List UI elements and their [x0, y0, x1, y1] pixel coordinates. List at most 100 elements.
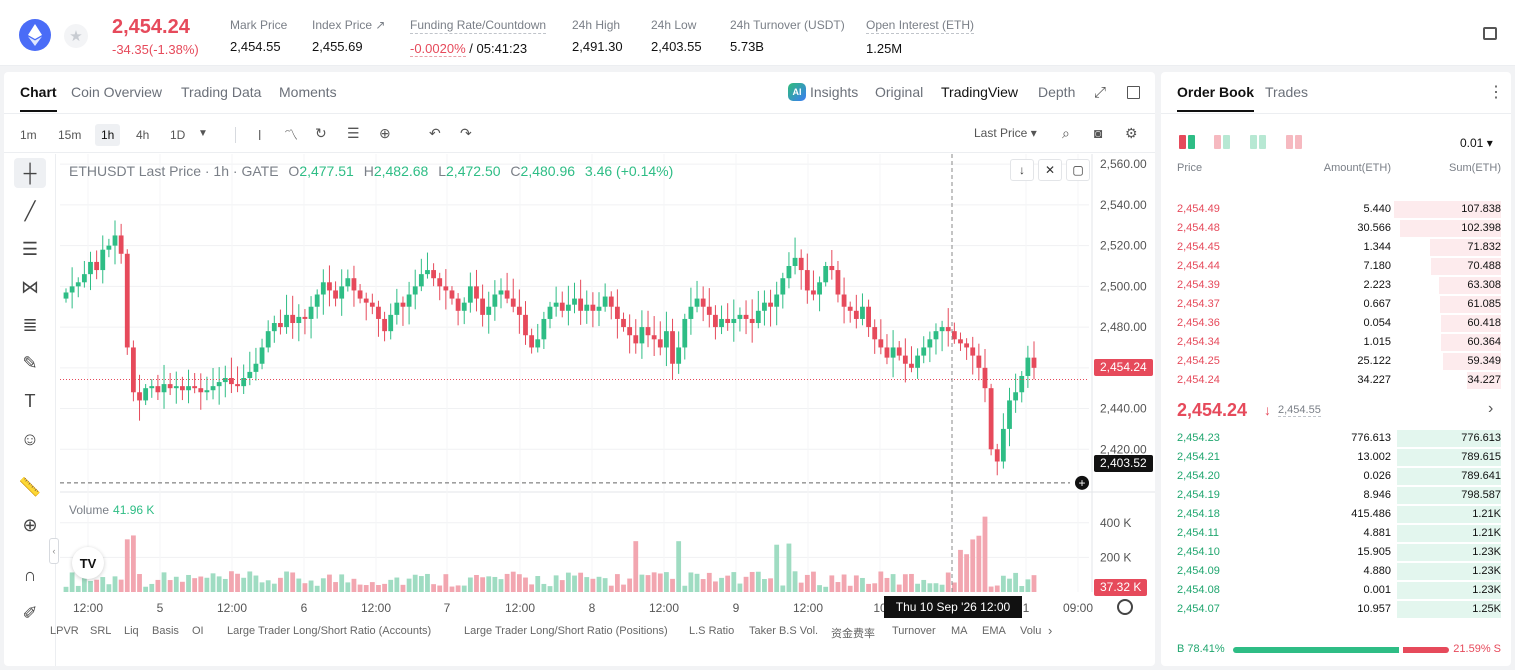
favorite-star-icon[interactable]: ★	[64, 24, 88, 48]
indicator-turnover[interactable]: Turnover	[892, 625, 936, 637]
tab-trades[interactable]: Trades	[1265, 84, 1309, 100]
indicator-srl[interactable]: SRL	[90, 625, 112, 637]
timeframe-dropdown-icon[interactable]: ▼	[198, 128, 208, 139]
stat-index-price[interactable]: Index Price ↗ 2,455.69	[312, 18, 386, 54]
brush-tool-icon[interactable]: ✎	[22, 352, 38, 373]
more-options-icon[interactable]: ⋮	[1488, 84, 1504, 101]
notes-icon[interactable]	[1483, 27, 1497, 40]
bid-row[interactable]: 2,454.20 0.026 789.641	[1161, 467, 1511, 486]
collapse-icon[interactable]: ✕	[1038, 159, 1062, 181]
redo-icon[interactable]: ↷	[460, 125, 472, 141]
indicator-bar: LPVR SRL Liq Basis OI Large Trader Long/…	[4, 620, 1155, 642]
tab-trading-data[interactable]: Trading Data	[181, 84, 262, 100]
timeframe-1h[interactable]: 1h	[95, 124, 121, 146]
row-sum: 71.832	[1467, 241, 1501, 253]
indicators-icon[interactable]: 〽	[284, 127, 298, 143]
text-tool-icon[interactable]: T	[24, 390, 36, 411]
bid-row[interactable]: 2,454.21 13.002 789.615	[1161, 448, 1511, 467]
fullscreen-icon[interactable]: ⤢	[1094, 84, 1107, 101]
bid-row[interactable]: 2,454.23 776.613 776.613	[1161, 429, 1511, 448]
bid-row[interactable]: 2,454.19 8.946 798.587	[1161, 486, 1511, 505]
ask-row[interactable]: 2,454.48 30.566 102.398	[1161, 219, 1511, 238]
timeframe-1m[interactable]: 1m	[20, 128, 37, 142]
precision-selector[interactable]: 0.01 ▾	[1460, 136, 1493, 150]
price-type-selector[interactable]: Last Price ▾	[974, 126, 1037, 140]
ask-row[interactable]: 2,454.25 25.122 59.349	[1161, 352, 1511, 371]
refresh-icon[interactable]: ↻	[315, 125, 327, 141]
search-icon[interactable]: ⌕	[1062, 125, 1070, 141]
ask-row[interactable]: 2,454.37 0.667 61.085	[1161, 295, 1511, 314]
indicator-oi[interactable]: OI	[192, 625, 204, 637]
volume-bar	[927, 583, 933, 592]
indicator-ema[interactable]: EMA	[982, 625, 1006, 637]
ask-row[interactable]: 2,454.45 1.344 71.832	[1161, 238, 1511, 257]
indicator-large-trader-positions[interactable]: Large Trader Long/Short Ratio (Positions…	[464, 625, 668, 637]
candle-body	[584, 304, 590, 311]
indicator-lpvr[interactable]: LPVR	[50, 625, 79, 637]
tab-order-book[interactable]: Order Book	[1177, 84, 1255, 112]
ask-row[interactable]: 2,454.49 5.440 107.838	[1161, 200, 1511, 219]
row-price: 2,454.10	[1177, 546, 1220, 558]
tradingview-option[interactable]: TradingView	[941, 84, 1019, 100]
fib-tool-icon[interactable]: ≣	[22, 314, 38, 335]
camera-icon[interactable]: ◙	[1094, 125, 1103, 141]
bid-row[interactable]: 2,454.18 415.486 1.21K	[1161, 505, 1511, 524]
magnet-tool-icon[interactable]: ∩	[23, 564, 37, 585]
lock-drawing-tool-icon[interactable]: ✐	[22, 602, 38, 623]
bid-row[interactable]: 2,454.09 4.880 1.23K	[1161, 562, 1511, 581]
timeframe-15m[interactable]: 15m	[58, 128, 82, 142]
indicator-scroll-right-icon[interactable]: ›	[1048, 623, 1053, 638]
settings-gear-icon[interactable]: ⚙	[1125, 125, 1138, 141]
indicator-liq[interactable]: Liq	[124, 625, 139, 637]
crosshair-tool-icon[interactable]: ┼	[14, 158, 46, 188]
ai-insights-icon[interactable]: AI	[788, 83, 806, 101]
layout-bids-icon[interactable]	[1250, 135, 1266, 149]
popout-window-icon[interactable]	[1127, 86, 1140, 99]
emoji-tool-icon[interactable]: ☺	[20, 428, 40, 449]
indicator-volume[interactable]: Volu	[1020, 625, 1042, 637]
ask-row[interactable]: 2,454.24 34.227 34.227	[1161, 371, 1511, 390]
insights-option[interactable]: Insights	[810, 84, 859, 100]
volume-bar	[878, 571, 884, 592]
indicator-basis[interactable]: Basis	[152, 625, 179, 637]
tab-moments[interactable]: Moments	[279, 84, 337, 100]
indicator-taker-bs-vol[interactable]: Taker B.S Vol.	[749, 625, 819, 637]
maximize-pane-icon[interactable]: ▢	[1066, 159, 1090, 181]
trend-line-tool-icon[interactable]: ╱	[24, 200, 36, 221]
candlestick-chart[interactable]: 2,560.00 2,540.00 2,520.00 2,500.00 2,480.00…	[4, 72, 1155, 666]
ask-row[interactable]: 2,454.44 7.180 70.488	[1161, 257, 1511, 276]
candle-type-icon[interactable]: 𝍷	[254, 127, 266, 143]
indicator-ma[interactable]: MA	[951, 625, 968, 637]
timeframe-4h[interactable]: 4h	[136, 128, 150, 142]
bid-row[interactable]: 2,454.11 4.881 1.21K	[1161, 524, 1511, 543]
bid-row[interactable]: 2,454.07 10.957 1.25K	[1161, 600, 1511, 619]
time-axis-settings-icon[interactable]	[1117, 599, 1133, 615]
layout-asks-icon[interactable]	[1214, 135, 1230, 149]
chevron-right-icon[interactable]: ›	[1488, 400, 1494, 417]
depth-option[interactable]: Depth	[1038, 84, 1076, 100]
horizontal-lines-tool-icon[interactable]: ☰	[21, 238, 39, 259]
bid-row[interactable]: 2,454.10 15.905 1.23K	[1161, 543, 1511, 562]
zoom-tool-icon[interactable]: ⊕	[22, 514, 38, 535]
undo-icon[interactable]: ↶	[429, 125, 441, 141]
layout-sells-icon[interactable]	[1286, 135, 1302, 149]
indicator-ls-ratio[interactable]: L.S Ratio	[689, 625, 735, 637]
move-down-icon[interactable]: ↓	[1010, 159, 1034, 181]
tab-chart[interactable]: Chart	[20, 84, 57, 112]
add-indicator-icon[interactable]: ⊕	[379, 125, 391, 141]
ask-row[interactable]: 2,454.34 1.015 60.364	[1161, 333, 1511, 352]
bid-row[interactable]: 2,454.08 0.001 1.23K	[1161, 581, 1511, 600]
layout-both-icon[interactable]	[1179, 135, 1195, 149]
tab-coin-overview[interactable]: Coin Overview	[71, 84, 163, 100]
indicator-funding-rate[interactable]: 资金费率	[831, 628, 875, 640]
depth-bar	[1430, 258, 1501, 275]
timeframe-1d[interactable]: 1D	[170, 128, 186, 142]
original-option[interactable]: Original	[875, 84, 924, 100]
pattern-tool-icon[interactable]: ⋈	[21, 276, 39, 297]
ask-row[interactable]: 2,454.36 0.054 60.418	[1161, 314, 1511, 333]
collapse-sidebar-icon[interactable]: ‹	[49, 538, 59, 564]
ask-row[interactable]: 2,454.39 2.223 63.308	[1161, 276, 1511, 295]
ruler-tool-icon[interactable]: 📏	[18, 476, 42, 497]
list-settings-icon[interactable]: ☰	[347, 125, 360, 141]
indicator-large-trader-accounts[interactable]: Large Trader Long/Short Ratio (Accounts)	[227, 625, 432, 637]
